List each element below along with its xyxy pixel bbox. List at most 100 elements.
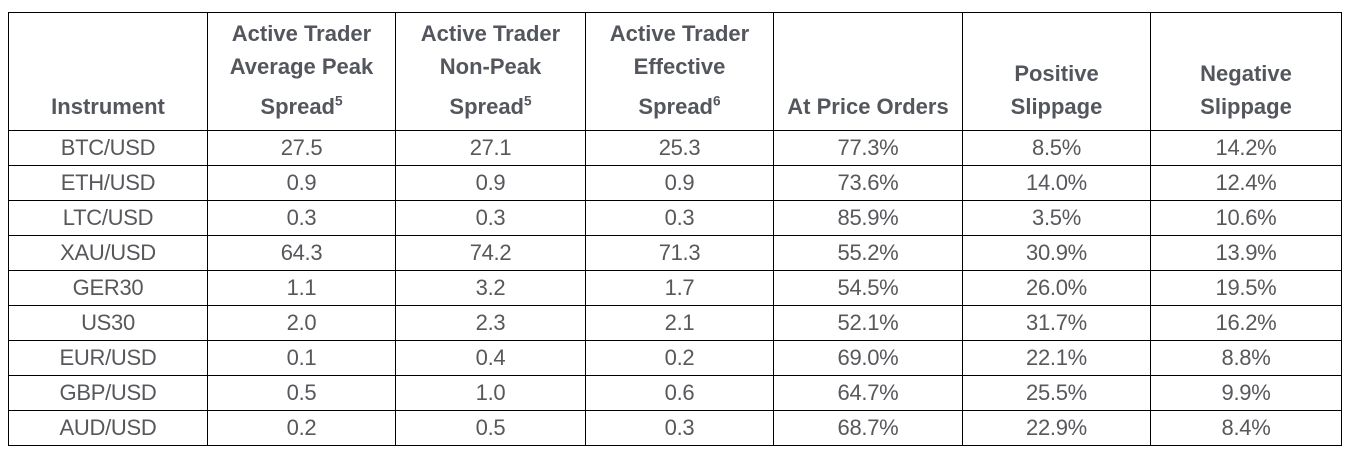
value-cell-active-trader-non-peak-spread: 1.0 <box>395 375 586 411</box>
instrument-cell: ETH/USD <box>8 165 208 201</box>
table-row: ETH/USD 0.9 0.9 0.9 73.6% 14.0% 12.4% <box>8 165 1342 201</box>
value-cell-positive-slippage: 22.9% <box>962 410 1151 446</box>
column-header-active-trader-effective-spread: Active Trader Effective Spread6 <box>585 12 774 131</box>
value-cell-at-price-orders: 77.3% <box>773 130 963 166</box>
column-header-line: Spread6 <box>589 90 770 123</box>
column-header-line: Instrument <box>12 90 204 123</box>
value-cell-active-trader-average-peak-spread: 0.3 <box>207 200 396 236</box>
column-header-text: Negative <box>1200 61 1292 86</box>
instrument-cell: LTC/USD <box>8 200 208 236</box>
value-cell-active-trader-non-peak-spread: 74.2 <box>395 235 586 271</box>
column-header-line: Slippage <box>1154 90 1338 123</box>
value-cell-negative-slippage: 9.9% <box>1150 375 1342 411</box>
header-row: Instrument Active Trader Average Peak Sprea… <box>8 12 1342 131</box>
value-cell-positive-slippage: 25.5% <box>962 375 1151 411</box>
value-cell-active-trader-non-peak-spread: 3.2 <box>395 270 586 306</box>
column-header-text: Average Peak <box>229 54 374 79</box>
column-header-line: Active Trader <box>399 17 582 50</box>
value-cell-negative-slippage: 13.9% <box>1150 235 1342 271</box>
value-cell-active-trader-average-peak-spread: 2.0 <box>207 305 396 341</box>
column-header-line: Effective <box>589 50 770 83</box>
value-cell-active-trader-average-peak-spread: 64.3 <box>207 235 396 271</box>
value-cell-negative-slippage: 8.4% <box>1150 410 1342 446</box>
column-header-instrument: Instrument <box>8 12 208 131</box>
instrument-cell: US30 <box>8 305 208 341</box>
column-header-line: Negative <box>1154 57 1338 90</box>
table-row: GBP/USD 0.5 1.0 0.6 64.7% 25.5% 9.9% <box>8 375 1342 411</box>
footnote-marker: 5 <box>524 93 532 109</box>
value-cell-at-price-orders: 55.2% <box>773 235 963 271</box>
value-cell-at-price-orders: 85.9% <box>773 200 963 236</box>
column-header-text: Non-Peak <box>439 54 542 79</box>
table-row: GER30 1.1 3.2 1.7 54.5% 26.0% 19.5% <box>8 270 1342 306</box>
value-cell-active-trader-non-peak-spread: 0.3 <box>395 200 586 236</box>
value-cell-active-trader-effective-spread: 25.3 <box>585 130 774 166</box>
value-cell-active-trader-non-peak-spread: 0.5 <box>395 410 586 446</box>
value-cell-negative-slippage: 12.4% <box>1150 165 1342 201</box>
instrument-cell: GER30 <box>8 270 208 306</box>
value-cell-active-trader-non-peak-spread: 2.3 <box>395 305 586 341</box>
table-row: XAU/USD 64.3 74.2 71.3 55.2% 30.9% 13.9% <box>8 235 1342 271</box>
value-cell-active-trader-effective-spread: 0.6 <box>585 375 774 411</box>
value-cell-active-trader-non-peak-spread: 27.1 <box>395 130 586 166</box>
column-header-at-price-orders: At Price Orders <box>773 12 963 131</box>
value-cell-at-price-orders: 64.7% <box>773 375 963 411</box>
value-cell-at-price-orders: 68.7% <box>773 410 963 446</box>
value-cell-positive-slippage: 30.9% <box>962 235 1151 271</box>
value-cell-active-trader-effective-spread: 0.3 <box>585 200 774 236</box>
value-cell-active-trader-effective-spread: 0.9 <box>585 165 774 201</box>
value-cell-positive-slippage: 26.0% <box>962 270 1151 306</box>
value-cell-active-trader-effective-spread: 71.3 <box>585 235 774 271</box>
footnote-marker: 5 <box>335 93 343 109</box>
column-header-line: Active Trader <box>589 17 770 50</box>
value-cell-negative-slippage: 16.2% <box>1150 305 1342 341</box>
value-cell-active-trader-average-peak-spread: 27.5 <box>207 130 396 166</box>
value-cell-positive-slippage: 3.5% <box>962 200 1151 236</box>
column-header-line: Average Peak <box>211 50 392 83</box>
value-cell-positive-slippage: 31.7% <box>962 305 1151 341</box>
instrument-cell: BTC/USD <box>8 130 208 166</box>
instrument-cell: EUR/USD <box>8 340 208 376</box>
value-cell-negative-slippage: 14.2% <box>1150 130 1342 166</box>
column-header-text: Active Trader <box>420 21 561 46</box>
value-cell-positive-slippage: 14.0% <box>962 165 1151 201</box>
column-header-positive-slippage: Positive Slippage <box>962 12 1151 131</box>
column-header-line: Slippage <box>966 90 1147 123</box>
value-cell-active-trader-average-peak-spread: 0.5 <box>207 375 396 411</box>
column-header-text: Spread <box>260 94 335 119</box>
value-cell-active-trader-effective-spread: 2.1 <box>585 305 774 341</box>
value-cell-active-trader-average-peak-spread: 0.1 <box>207 340 396 376</box>
column-header-line: At Price Orders <box>777 90 959 123</box>
column-header-text: Positive <box>1014 61 1099 86</box>
column-header-text: Spread <box>449 94 524 119</box>
column-header-text: Slippage <box>1200 94 1292 119</box>
table-body: BTC/USD 27.5 27.1 25.3 77.3% 8.5% 14.2% ETH/USD… <box>8 130 1342 446</box>
footnote-marker: 6 <box>713 93 721 109</box>
spread-slippage-table: Instrument Active Trader Average Peak Sprea… <box>8 12 1342 446</box>
column-header-active-trader-average-peak-spread: Active Trader Average Peak Spread5 <box>207 12 396 131</box>
value-cell-active-trader-average-peak-spread: 0.2 <box>207 410 396 446</box>
column-header-text: Slippage <box>1010 94 1103 119</box>
value-cell-at-price-orders: 52.1% <box>773 305 963 341</box>
table-row: US30 2.0 2.3 2.1 52.1% 31.7% 16.2% <box>8 305 1342 341</box>
table-row: LTC/USD 0.3 0.3 0.3 85.9% 3.5% 10.6% <box>8 200 1342 236</box>
column-header-text: Active Trader <box>231 21 372 46</box>
value-cell-positive-slippage: 22.1% <box>962 340 1151 376</box>
value-cell-at-price-orders: 73.6% <box>773 165 963 201</box>
value-cell-at-price-orders: 54.5% <box>773 270 963 306</box>
value-cell-active-trader-non-peak-spread: 0.4 <box>395 340 586 376</box>
column-header-line: Spread5 <box>211 90 392 123</box>
column-header-line: Positive <box>966 57 1147 90</box>
column-header-text: Spread <box>638 94 713 119</box>
column-header-line: Active Trader <box>211 17 392 50</box>
column-header-line: Spread5 <box>399 90 582 123</box>
value-cell-negative-slippage: 10.6% <box>1150 200 1342 236</box>
value-cell-negative-slippage: 8.8% <box>1150 340 1342 376</box>
instrument-cell: XAU/USD <box>8 235 208 271</box>
value-cell-active-trader-effective-spread: 0.2 <box>585 340 774 376</box>
column-header-line: Non-Peak <box>399 50 582 83</box>
value-cell-at-price-orders: 69.0% <box>773 340 963 376</box>
column-header-text: Instrument <box>51 94 165 119</box>
column-header-negative-slippage: Negative Slippage <box>1150 12 1342 131</box>
